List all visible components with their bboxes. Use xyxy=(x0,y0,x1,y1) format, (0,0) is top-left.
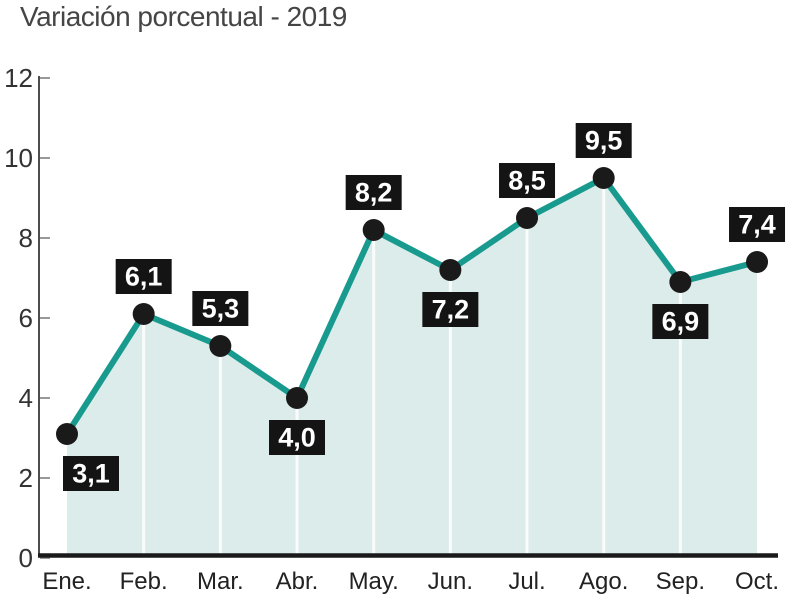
data-point-marker xyxy=(516,207,539,229)
x-tick-label: Feb. xyxy=(120,568,168,595)
value-label-text: 6,1 xyxy=(125,262,163,292)
value-label: 5,3 xyxy=(192,291,249,326)
data-point-marker xyxy=(746,251,769,273)
y-tick-label: 12 xyxy=(4,63,33,93)
value-label-text: 8,2 xyxy=(355,178,393,208)
data-point-marker xyxy=(132,303,155,325)
trend-line xyxy=(64,175,761,437)
area-fill xyxy=(67,178,758,556)
value-label-box xyxy=(345,175,402,210)
value-label-box xyxy=(499,163,556,198)
value-label-text: 5,3 xyxy=(202,294,240,324)
value-label-box xyxy=(63,456,119,491)
value-label-text: 4,0 xyxy=(278,423,316,453)
value-label-box xyxy=(269,420,326,455)
value-label: 7,2 xyxy=(422,292,479,327)
data-point-marker xyxy=(362,219,385,241)
value-label-text: 9,5 xyxy=(585,126,623,156)
value-label: 9,5 xyxy=(575,123,632,158)
value-label: 7,4 xyxy=(729,207,786,242)
x-tick-label: Jul. xyxy=(508,568,545,595)
value-label: 8,5 xyxy=(499,163,556,198)
value-label-box xyxy=(192,291,249,326)
value-label: 4,0 xyxy=(269,420,326,455)
y-tick-label: 8 xyxy=(19,223,33,253)
y-tick-label: 6 xyxy=(19,303,33,333)
value-label-text: 3,1 xyxy=(72,459,110,489)
value-label-box xyxy=(729,207,786,242)
y-tick-label: 10 xyxy=(4,143,33,173)
value-label: 6,9 xyxy=(652,304,709,339)
value-label-text: 8,5 xyxy=(508,166,546,196)
x-tick-label: Oct. xyxy=(735,568,779,595)
y-tick-label: 0 xyxy=(19,543,33,573)
x-tick-label: Mar. xyxy=(197,568,244,595)
x-tick-label: Jun. xyxy=(428,568,473,595)
x-tick-label: Ago. xyxy=(579,568,628,595)
data-point-marker xyxy=(286,387,309,409)
value-label: 8,2 xyxy=(345,175,402,210)
value-label-box xyxy=(652,304,709,339)
data-point-marker xyxy=(209,335,232,357)
y-tick-label: 2 xyxy=(19,463,33,493)
value-label-text: 7,4 xyxy=(738,210,776,240)
data-point-marker xyxy=(592,167,615,189)
value-label: 3,1 xyxy=(63,456,119,491)
data-point-marker xyxy=(56,423,78,445)
data-point-marker xyxy=(439,259,462,281)
x-tick-label: Abr. xyxy=(276,568,319,595)
value-label-box xyxy=(422,292,479,327)
value-label-box xyxy=(575,123,632,158)
value-label: 6,1 xyxy=(115,259,172,294)
value-label-box xyxy=(115,259,172,294)
x-tick-label: Ene. xyxy=(42,568,91,595)
value-label-text: 7,2 xyxy=(432,295,470,325)
value-label-text: 6,9 xyxy=(662,307,700,337)
x-tick-label: Sep. xyxy=(656,568,705,595)
data-point-marker xyxy=(669,271,692,293)
x-tick-label: May. xyxy=(349,568,399,595)
y-tick-label: 4 xyxy=(19,383,33,413)
chart-title: Variación porcentual - 2019 xyxy=(20,1,347,32)
